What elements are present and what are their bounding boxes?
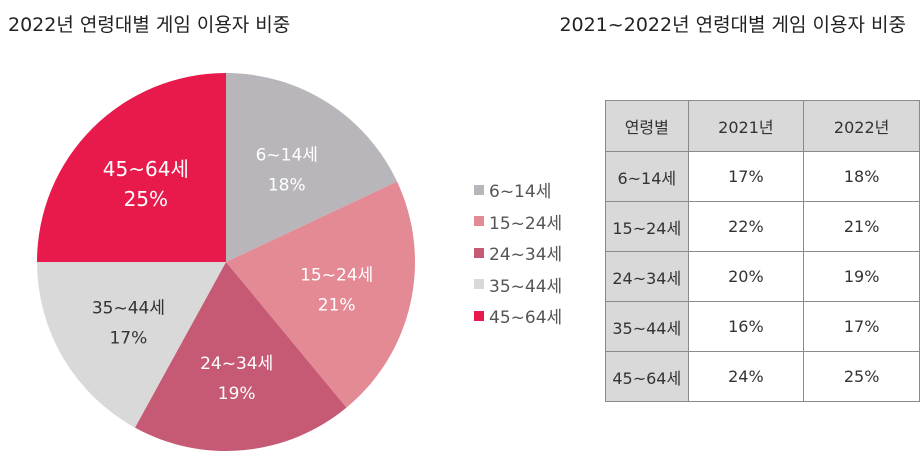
legend-swatch <box>474 247 484 258</box>
header-cell: 2022년 <box>803 100 920 152</box>
table-row: 15~24세 22% 21% <box>605 201 920 252</box>
legend: 6~14세 15~24세 24~34세 35~44세 45~64세 <box>474 174 562 332</box>
legend-swatch <box>474 184 484 195</box>
slice-category-label: 6~14세 <box>256 145 318 165</box>
cell: 25% <box>803 351 920 402</box>
cell: 24% <box>687 351 805 402</box>
legend-label: 15~24세 <box>489 213 563 234</box>
cell: 16% <box>687 301 805 352</box>
row-label: 15~24세 <box>605 201 689 252</box>
legend-item: 45~64세 <box>474 300 562 332</box>
row-label: 6~14세 <box>605 151 689 202</box>
legend-label: 6~14세 <box>489 182 552 203</box>
legend-swatch <box>474 279 484 290</box>
pie-chart-title: 2022년 연령대별 게임 이용자 비중 <box>8 14 291 36</box>
cell: 17% <box>803 301 920 352</box>
row-label: 35~44세 <box>605 301 689 352</box>
table-header-row: 연령별 2021년 2022년 <box>605 100 920 152</box>
legend-label: 24~34세 <box>489 245 563 266</box>
header-cell: 연령별 <box>605 100 689 152</box>
table-title: 2021~2022년 연령대별 게임 이용자 비중 <box>559 14 906 36</box>
slice-value-label: 17% <box>109 329 147 349</box>
cell: 21% <box>803 201 920 252</box>
pie-slice <box>37 262 226 428</box>
legend-item: 15~24세 <box>474 206 562 238</box>
row-label: 24~34세 <box>605 251 689 302</box>
table-row: 45~64세 24% 25% <box>605 351 920 402</box>
table-row: 6~14세 17% 18% <box>605 151 920 202</box>
slice-category-label: 45~64세 <box>103 157 189 181</box>
legend-item: 24~34세 <box>474 237 562 269</box>
cell: 20% <box>687 251 805 302</box>
cell: 22% <box>687 201 805 252</box>
slice-category-label: 35~44세 <box>92 299 165 319</box>
legend-label: 35~44세 <box>489 276 563 297</box>
row-label: 45~64세 <box>605 351 689 402</box>
slice-value-label: 19% <box>218 384 256 404</box>
legend-swatch <box>474 216 484 227</box>
pie-chart: 6~14세 18% 15~24세 21% 24~34세 19% 35~44세 17% 45~64… <box>37 73 415 451</box>
legend-swatch <box>474 310 484 321</box>
pie-slice <box>226 181 415 408</box>
header-cell: 2021년 <box>687 100 805 152</box>
slice-value-label: 21% <box>318 296 356 316</box>
table-row: 35~44세 16% 17% <box>605 301 920 352</box>
slice-category-label: 15~24세 <box>300 266 373 286</box>
legend-label: 45~64세 <box>489 308 563 329</box>
slice-category-label: 24~34세 <box>200 354 273 374</box>
cell: 18% <box>803 151 920 202</box>
slice-value-label: 25% <box>124 187 168 211</box>
cell: 19% <box>803 251 920 302</box>
pie-slice <box>226 73 398 262</box>
slice-value-label: 18% <box>268 175 306 195</box>
pie-slice <box>134 262 347 451</box>
cell: 17% <box>687 151 805 202</box>
table-row: 24~34세 20% 19% <box>605 251 920 302</box>
pie-slice <box>37 73 226 262</box>
legend-item: 35~44세 <box>474 269 562 301</box>
comparison-table: 연령별 2021년 2022년 6~14세 17% 18% 15~24세 22% 21%… <box>605 100 920 402</box>
legend-item: 6~14세 <box>474 174 562 206</box>
